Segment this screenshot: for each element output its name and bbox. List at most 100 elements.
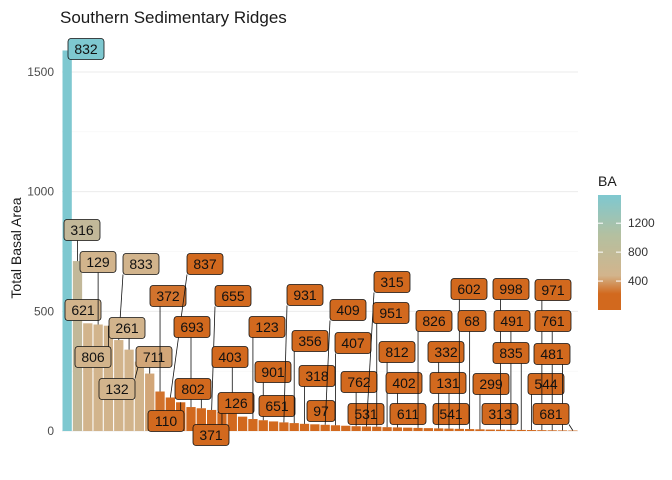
bar — [392, 427, 403, 431]
bar — [382, 427, 392, 431]
bar — [279, 422, 289, 431]
data-label: 481 — [533, 343, 571, 431]
label-text: 313 — [488, 406, 512, 422]
bar — [145, 373, 155, 431]
label-box — [79, 251, 117, 273]
label-leader-line — [568, 424, 574, 431]
data-label: 611 — [389, 403, 427, 425]
label-box — [329, 299, 367, 321]
label-text: 832 — [74, 41, 98, 57]
label-box — [450, 278, 488, 300]
label-text: 621 — [71, 302, 95, 318]
label-box — [248, 316, 286, 338]
label-box — [481, 403, 519, 425]
label-text: 126 — [224, 395, 248, 411]
label-box — [63, 219, 101, 241]
data-label: 806 — [74, 325, 112, 368]
data-label: 837 — [169, 253, 224, 398]
data-label: 833 — [118, 253, 160, 341]
label-box — [427, 341, 465, 363]
legend: BA 400 800 1200 — [598, 173, 655, 310]
label-box — [147, 410, 185, 432]
bar — [372, 426, 382, 431]
data-label: 315 — [366, 271, 411, 427]
data-label: 123 — [248, 316, 286, 420]
label-text: 372 — [156, 288, 180, 304]
label-box — [254, 361, 292, 383]
label-box — [389, 403, 427, 425]
bar — [289, 423, 299, 431]
data-label: 651 — [258, 395, 296, 417]
data-label: 762 — [340, 371, 378, 427]
bar — [320, 424, 330, 431]
label-text: 693 — [180, 319, 204, 335]
data-label: 129 — [79, 251, 117, 325]
label-text: 762 — [347, 374, 371, 390]
label-text: 901 — [261, 364, 285, 380]
data-label: 802 — [174, 378, 212, 409]
data-label: 131 — [429, 372, 467, 429]
bar — [93, 324, 103, 431]
label-box — [373, 271, 411, 293]
label-box — [217, 392, 255, 414]
label-text: 110 — [155, 413, 178, 429]
bar — [464, 429, 475, 431]
label-text: 812 — [385, 344, 409, 360]
label-text: 806 — [81, 349, 105, 365]
label-box — [378, 341, 416, 363]
grid — [62, 71, 578, 432]
data-label: 812 — [378, 341, 416, 428]
bar — [361, 426, 372, 431]
data-label: 313 — [481, 403, 519, 425]
label-text: 761 — [541, 313, 565, 329]
label-text: 409 — [336, 302, 360, 318]
data-label: 826 — [415, 310, 453, 428]
label-box — [472, 373, 510, 395]
label-box — [192, 424, 230, 446]
label-text: 407 — [341, 335, 365, 351]
label-text: 129 — [86, 254, 110, 270]
data-label: 602 — [450, 278, 488, 429]
data-label: 951 — [372, 302, 410, 427]
data-label: 901 — [254, 361, 292, 421]
legend-colorbar — [598, 195, 621, 310]
data-label: 132 — [98, 361, 140, 400]
data-label: 316 — [63, 219, 101, 262]
y-axis: 0 500 1000 1500 — [27, 65, 54, 438]
legend-tick-label: 400 — [628, 274, 648, 288]
label-box — [534, 279, 572, 301]
label-box — [457, 310, 487, 332]
label-box — [385, 372, 423, 394]
label-box — [532, 403, 570, 425]
data-label: 544 — [527, 373, 565, 431]
label-text: 123 — [255, 319, 279, 335]
bar — [526, 430, 537, 431]
bar — [299, 423, 310, 431]
data-label: 931 — [283, 284, 324, 423]
label-text: 131 — [436, 375, 460, 391]
label-text: 491 — [500, 313, 524, 329]
label-box — [258, 395, 296, 417]
label-box — [64, 299, 102, 321]
bar — [310, 424, 320, 431]
label-text: 951 — [379, 305, 403, 321]
label-leader-line — [324, 320, 331, 425]
label-text: 544 — [534, 376, 558, 392]
data-label: 318 — [298, 365, 336, 424]
label-text: 68 — [464, 313, 480, 329]
label-box — [527, 373, 565, 395]
label-box — [493, 310, 531, 332]
bar — [547, 430, 557, 431]
data-label: 371 — [192, 411, 230, 446]
label-text: 481 — [540, 346, 564, 362]
label-text: 261 — [115, 320, 139, 336]
data-label: 541 — [432, 403, 470, 425]
bar — [72, 261, 83, 431]
bar — [485, 429, 495, 431]
y-axis-title: Total Basal Area — [8, 197, 24, 298]
data-label: 835 — [492, 342, 530, 430]
bar — [454, 428, 464, 431]
label-text: 651 — [265, 398, 289, 414]
data-label: 832 — [67, 38, 105, 60]
chart-title: Southern Sedimentary Ridges — [60, 8, 287, 27]
